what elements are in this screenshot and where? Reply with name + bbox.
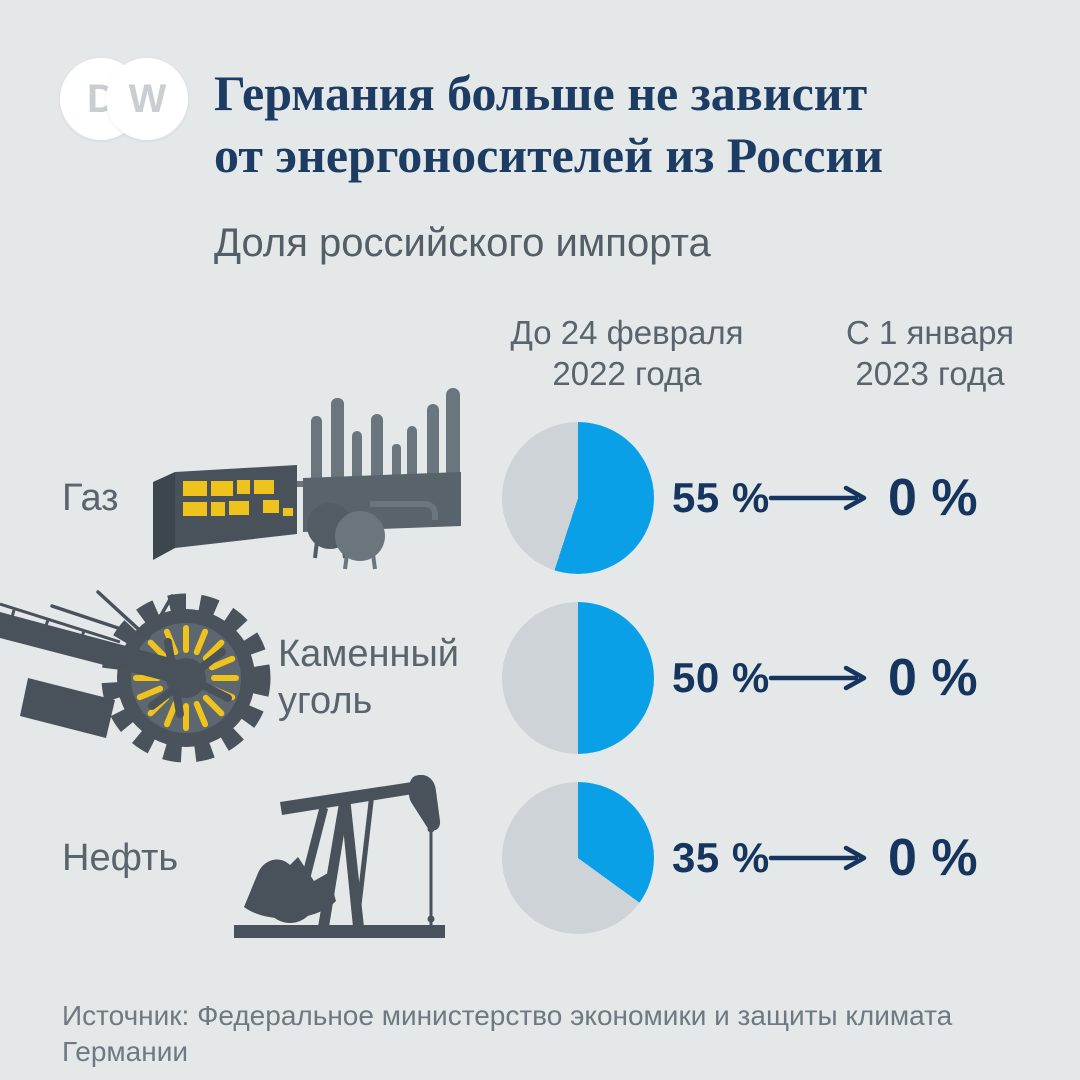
chart-subtitle: Доля российского импорта bbox=[214, 221, 711, 265]
row-label-coal: Каменный уголь bbox=[278, 633, 460, 722]
pie-chart-gas-before bbox=[502, 422, 654, 574]
source-note: Источник: Федеральное министерство эконо… bbox=[62, 998, 1022, 1070]
coal-arrow-icon bbox=[766, 602, 878, 754]
column-header-before: До 24 февраля 2022 года bbox=[452, 312, 802, 394]
column-header-after-line1: С 1 января bbox=[846, 314, 1014, 351]
dw-logo: D W bbox=[60, 58, 190, 142]
oil-arrow-icon bbox=[766, 782, 878, 934]
page-title: Германия больше не зависит от энергоноси… bbox=[214, 62, 1044, 186]
coal-after-value: 0 % bbox=[888, 649, 978, 707]
oil-pumpjack-icon bbox=[234, 775, 445, 938]
title-line-1: Германия больше не зависит bbox=[214, 65, 868, 121]
oil-before-value: 35 % bbox=[672, 834, 770, 881]
gas-arrow-icon bbox=[766, 422, 878, 574]
pie-chart-oil-before bbox=[502, 782, 654, 934]
gas-after-value: 0 % bbox=[888, 469, 978, 527]
column-header-before-line2: 2022 года bbox=[552, 355, 702, 392]
column-header-before-line1: До 24 февраля bbox=[510, 314, 744, 351]
row-label-gas: Газ bbox=[62, 476, 119, 519]
gas-refinery-icon bbox=[153, 388, 461, 570]
title-line-2: от энергоносителей из России bbox=[214, 127, 884, 183]
column-header-after: С 1 января 2023 года bbox=[800, 312, 1060, 394]
coal-excavator-icon bbox=[0, 590, 271, 763]
column-header-after-line2: 2023 года bbox=[855, 355, 1005, 392]
source-line-2: Германии bbox=[62, 1036, 188, 1067]
dw-logo-letter-w: W bbox=[128, 77, 167, 121]
gas-before-value: 55 % bbox=[672, 474, 770, 521]
oil-after-value: 0 % bbox=[888, 829, 978, 887]
coal-before-value: 50 % bbox=[672, 654, 770, 701]
dw-logo-circle-w: W bbox=[106, 58, 188, 140]
row-label-oil: Нефть bbox=[62, 836, 179, 879]
pie-chart-coal-before bbox=[502, 602, 654, 754]
source-line-1: Источник: Федеральное министерство эконо… bbox=[62, 1000, 953, 1031]
